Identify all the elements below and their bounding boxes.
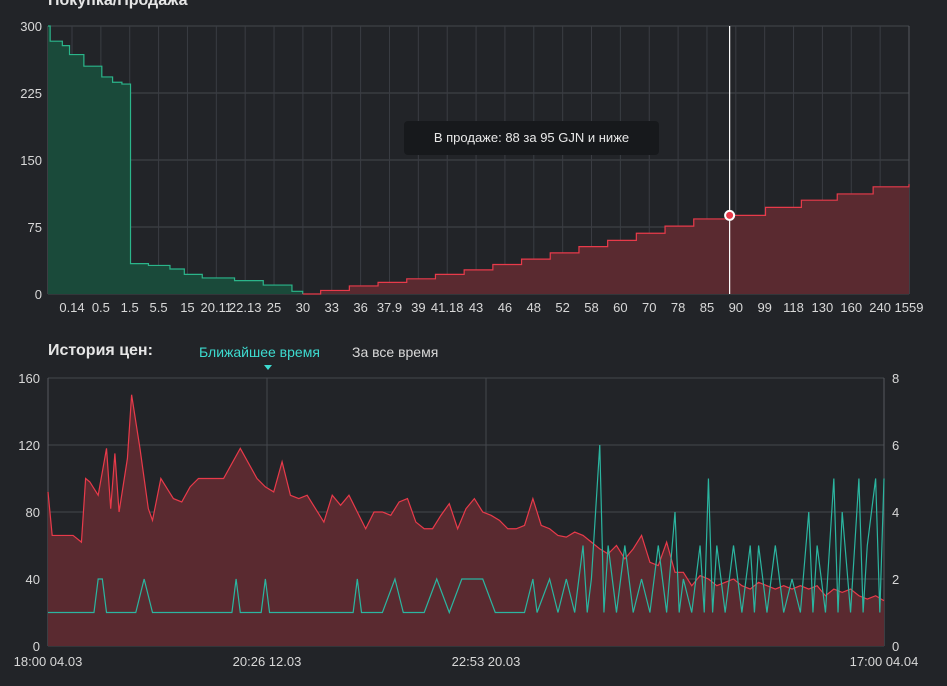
x-tick-label: 99	[757, 300, 771, 315]
buy-area	[48, 26, 303, 294]
y-tick-label: 225	[20, 86, 42, 101]
x-tick-label: 160	[840, 300, 862, 315]
x-tick-label: 25	[267, 300, 281, 315]
x-tick-label: 41.18	[431, 300, 464, 315]
depth-tooltip: В продаже: 88 за 95 GJN и ниже	[404, 121, 659, 155]
x-tick-label: 0.14	[59, 300, 84, 315]
y-tick-label: 150	[20, 153, 42, 168]
tab-active-indicator	[264, 365, 272, 370]
depth-chart-title: Покупка/Продажа	[48, 0, 188, 9]
x-tick-label: 0.5	[92, 300, 110, 315]
x-tick-label: 30	[296, 300, 310, 315]
hover-point	[724, 209, 736, 221]
x-tick-label: 37.9	[377, 300, 402, 315]
x-tick-label: 1.5	[121, 300, 139, 315]
x-tick-label: 18:00 04.03	[14, 654, 83, 669]
y-tick-label: 75	[28, 220, 42, 235]
x-tick-label: 60	[613, 300, 627, 315]
x-tick-label: 17:00 04.04	[850, 654, 919, 669]
sell-area	[302, 184, 909, 294]
buy-line	[48, 25, 304, 294]
x-tick-label: 85	[700, 300, 714, 315]
x-tick-label: 52	[555, 300, 569, 315]
y-tick-label: 80	[26, 505, 40, 520]
y-tick-label: 0	[33, 639, 40, 654]
x-tick-label: 15	[180, 300, 194, 315]
tab-recent[interactable]: Ближайшее время	[199, 344, 320, 360]
y2-tick-label: 0	[892, 639, 899, 654]
x-tick-label: 58	[584, 300, 598, 315]
x-tick-label: 130	[812, 300, 834, 315]
x-tick-label: 78	[671, 300, 685, 315]
x-tick-label: 5.5	[150, 300, 168, 315]
x-tick-label: 46	[498, 300, 512, 315]
x-tick-label: 118	[783, 300, 804, 315]
x-tick-label: 20:26 12.03	[233, 654, 302, 669]
x-tick-label: 90	[729, 300, 743, 315]
tab-all-time[interactable]: За все время	[352, 344, 439, 360]
x-tick-label: 240	[869, 300, 891, 315]
volume-line	[48, 444, 885, 615]
y-tick-label: 300	[20, 19, 42, 34]
y-tick-label: 160	[18, 371, 40, 386]
y2-tick-label: 6	[892, 438, 899, 453]
x-tick-label: 22:53 20.03	[452, 654, 521, 669]
x-tick-label: 33	[325, 300, 339, 315]
sell-line	[302, 184, 910, 295]
history-title: История цен:	[48, 342, 153, 359]
y-tick-label: 40	[26, 572, 40, 587]
y2-tick-label: 8	[892, 371, 899, 386]
price-area	[48, 394, 884, 646]
y-tick-label: 0	[35, 287, 42, 302]
y2-tick-label: 4	[892, 505, 899, 520]
x-tick-label: 43	[469, 300, 483, 315]
y2-tick-label: 2	[892, 572, 899, 587]
x-tick-label: 1559	[895, 300, 924, 315]
x-tick-label: 48	[527, 300, 541, 315]
x-tick-label: 20.11	[201, 300, 233, 315]
x-tick-label: 36	[353, 300, 367, 315]
x-tick-label: 39	[411, 300, 425, 315]
y-tick-label: 120	[18, 438, 40, 453]
x-tick-label: 22.13	[229, 300, 262, 315]
x-tick-label: 70	[642, 300, 656, 315]
